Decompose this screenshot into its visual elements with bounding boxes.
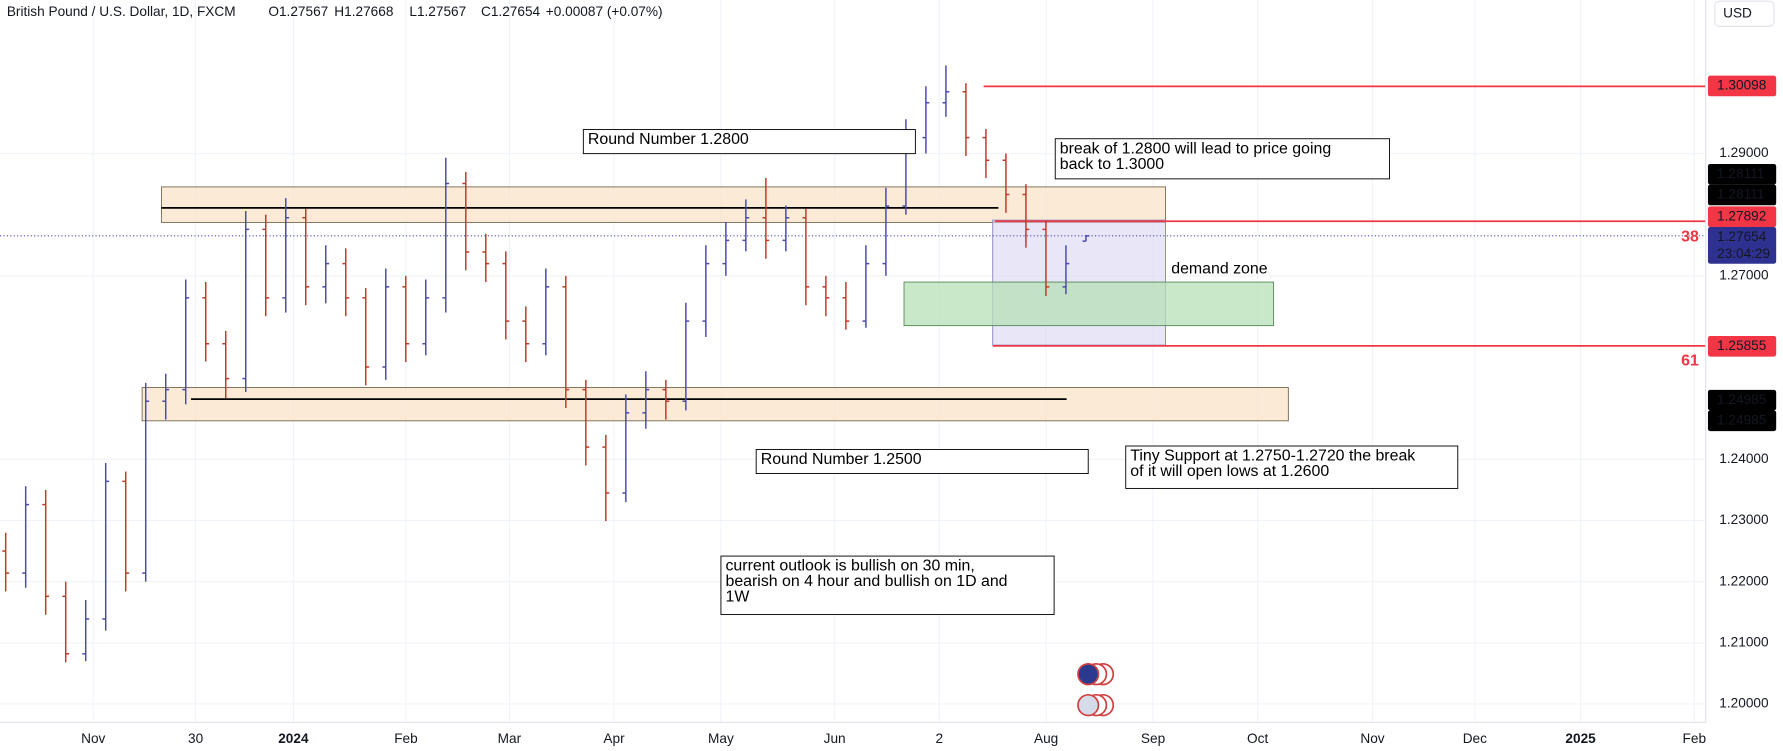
annotation-text: back to 1.3000: [1060, 156, 1164, 173]
x-tick-label: Apr: [603, 731, 625, 746]
price-label-box: [1707, 163, 1777, 185]
annotation-text: current outlook is bullish on 30 min,: [725, 558, 974, 575]
x-tick-label: Nov: [81, 731, 105, 746]
x-tick-label: 30: [188, 731, 204, 746]
fib-label: 61: [1681, 352, 1699, 369]
demand-zone: [903, 281, 1275, 327]
y-tick-label: 1.29000: [1719, 145, 1769, 160]
price-label-box: [1707, 206, 1777, 228]
price-label-box: [1707, 335, 1777, 357]
x-tick-label: 2: [935, 731, 943, 746]
annotation-text: of it will open lows at 1.2600: [1130, 463, 1329, 480]
annotation-text: demand zone: [1171, 261, 1267, 278]
annotation-box: [1125, 445, 1459, 489]
annotation-box: [1054, 138, 1391, 180]
fib-label: 38: [1681, 229, 1699, 246]
support-zone: [141, 387, 1289, 422]
x-tick-label: May: [708, 731, 734, 746]
x-tick-label: Feb: [394, 731, 418, 746]
price-label: 1.24985: [1717, 412, 1767, 427]
legend-value: O1.27567: [268, 4, 328, 19]
chart-title: British Pound / U.S. Dollar, 1D, FXCM: [7, 4, 236, 19]
levels: [0, 85, 1706, 400]
x-tick-label: Feb: [1683, 731, 1707, 746]
x-tick-label: 2024: [278, 731, 309, 746]
price-axis: [1705, 0, 1783, 751]
resistance-zone: [161, 186, 1167, 223]
x-tick-label: Nov: [1360, 731, 1384, 746]
annotation-text: bearish on 4 hour and bullish on 1D and: [725, 573, 1007, 590]
y-tick-label: 1.22000: [1719, 573, 1769, 588]
countdown: 23:04:29: [1717, 246, 1770, 261]
price-label: 1.25855: [1717, 338, 1767, 353]
legend-value: H1.27668: [334, 4, 394, 19]
x-tick-label: Dec: [1463, 731, 1487, 746]
legend-value: C1.27654: [481, 4, 541, 19]
x-tick-label: 2025: [1565, 731, 1596, 746]
x-tick-label: Oct: [1247, 731, 1268, 746]
annotation-box: [755, 448, 1089, 474]
price-label: 1.28111: [1717, 166, 1764, 181]
ohlc-legend: O1.27567 H1.27668 L1.27567 C1.27654 +0.00087…: [268, 4, 662, 19]
y-tick-label: 1.27000: [1719, 267, 1769, 282]
annotation-text: Round Number 1.2500: [761, 451, 922, 468]
y-tick-label: 1.21000: [1719, 634, 1769, 649]
annotation-box: [720, 555, 1055, 616]
price-label-box: [1707, 389, 1777, 411]
price-label: 1.27654: [1717, 229, 1767, 244]
legend-value: L1.27567: [409, 4, 466, 19]
x-tick-label: Mar: [498, 731, 522, 746]
price-label-box: [1707, 227, 1777, 264]
price-label: 1.28111: [1717, 187, 1764, 202]
price-label-box: [1707, 410, 1777, 432]
annotation-text: 1W: [725, 589, 750, 606]
bars: [2, 65, 1090, 663]
annotations: Round Number 1.2800 break of 1.2800 will …: [582, 129, 1459, 616]
x-tick-label: Sep: [1141, 731, 1166, 746]
annotation-text: Tiny Support at 1.2750-1.2720 the break: [1130, 448, 1415, 465]
y-tick-label: 1.20000: [1719, 696, 1769, 711]
price-label-box: [1707, 184, 1777, 206]
annotation-text: Round Number 1.2800: [588, 131, 749, 148]
currency: USD: [1723, 5, 1752, 20]
y-tick-label: 1.23000: [1719, 512, 1769, 527]
annotation-box: [582, 129, 916, 155]
legend-value: +0.00087 (+0.07%): [546, 4, 663, 19]
flags: [1077, 663, 1115, 717]
price-label: 1.30098: [1717, 78, 1767, 93]
x-tick-label: Jun: [824, 731, 846, 746]
x-tick-label: Aug: [1034, 731, 1058, 746]
currency-box[interactable]: [1714, 0, 1775, 27]
price-label: 1.27892: [1717, 208, 1766, 223]
price-label: 1.24985: [1717, 392, 1767, 407]
annotation-text: break of 1.2800 will lead to price going: [1060, 140, 1331, 157]
y-tick-label: 1.24000: [1719, 451, 1769, 466]
price-label-box: [1707, 75, 1777, 97]
axes: 1.20000 1.21000 1.22000 1.23000 1.24000 1.270…: [81, 75, 1777, 746]
